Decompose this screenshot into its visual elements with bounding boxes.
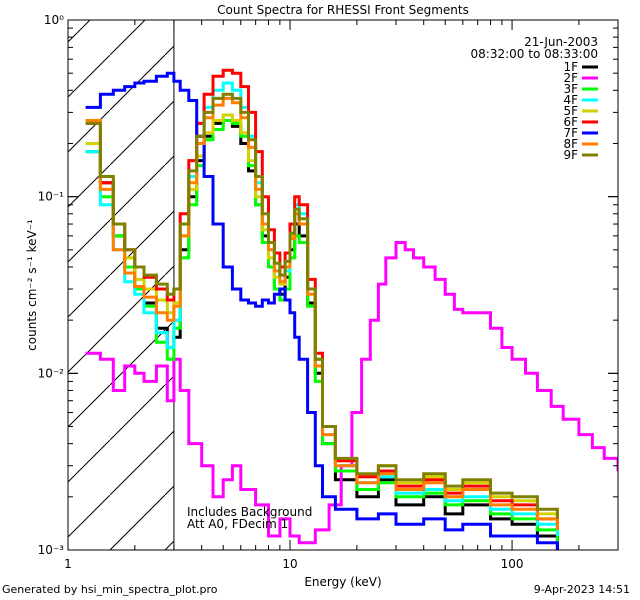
y-tick-label: 10⁰ [44,13,64,27]
footer-generated-by: Generated by hsi_min_spectra_plot.pro [2,583,218,596]
series-5F [85,113,559,525]
x-tick-label: 1 [64,557,72,571]
legend-label: 1F [563,60,578,74]
legend-label: 2F [563,71,578,85]
legend-label: 9F [563,148,578,162]
x-tick-label: 10 [282,557,297,571]
series-7F [85,71,559,550]
footer-timestamp: 9-Apr-2023 14:51 [533,583,630,596]
x-axis: 1 10 100 [64,20,619,571]
annotation-background: Includes Background [187,505,312,519]
time-label: 08:32:00 to 08:33:00 [471,47,598,61]
date-label: 21-Jun-2003 [524,35,598,49]
annotation-attenuator: Att A0, FDecim 1 [187,517,288,531]
legend-label: 5F [563,104,578,118]
y-axis: 10⁰ 10⁻¹ 10⁻² 10⁻³ [38,13,618,557]
x-axis-label: Energy (keV) [304,575,381,589]
y-tick-label: 10⁻³ [38,543,65,557]
y-axis-label: counts cm⁻² s⁻¹ keV⁻¹ [25,219,39,351]
series-8F [85,96,559,530]
legend-label: 4F [563,93,578,107]
series-2F [85,241,618,545]
legend-label: 7F [563,126,578,140]
y-tick-label: 10⁻² [38,366,65,380]
plot-frame [67,19,619,551]
legend-label: 6F [563,115,578,129]
legend-label: 8F [563,137,578,151]
series-9F [85,92,559,519]
legend-label: 3F [563,82,578,96]
chart-title: Count Spectra for RHESSI Front Segments [217,3,469,17]
x-tick-label: 100 [501,557,524,571]
y-tick-label: 10⁻¹ [38,190,65,204]
series-layer [85,68,618,550]
